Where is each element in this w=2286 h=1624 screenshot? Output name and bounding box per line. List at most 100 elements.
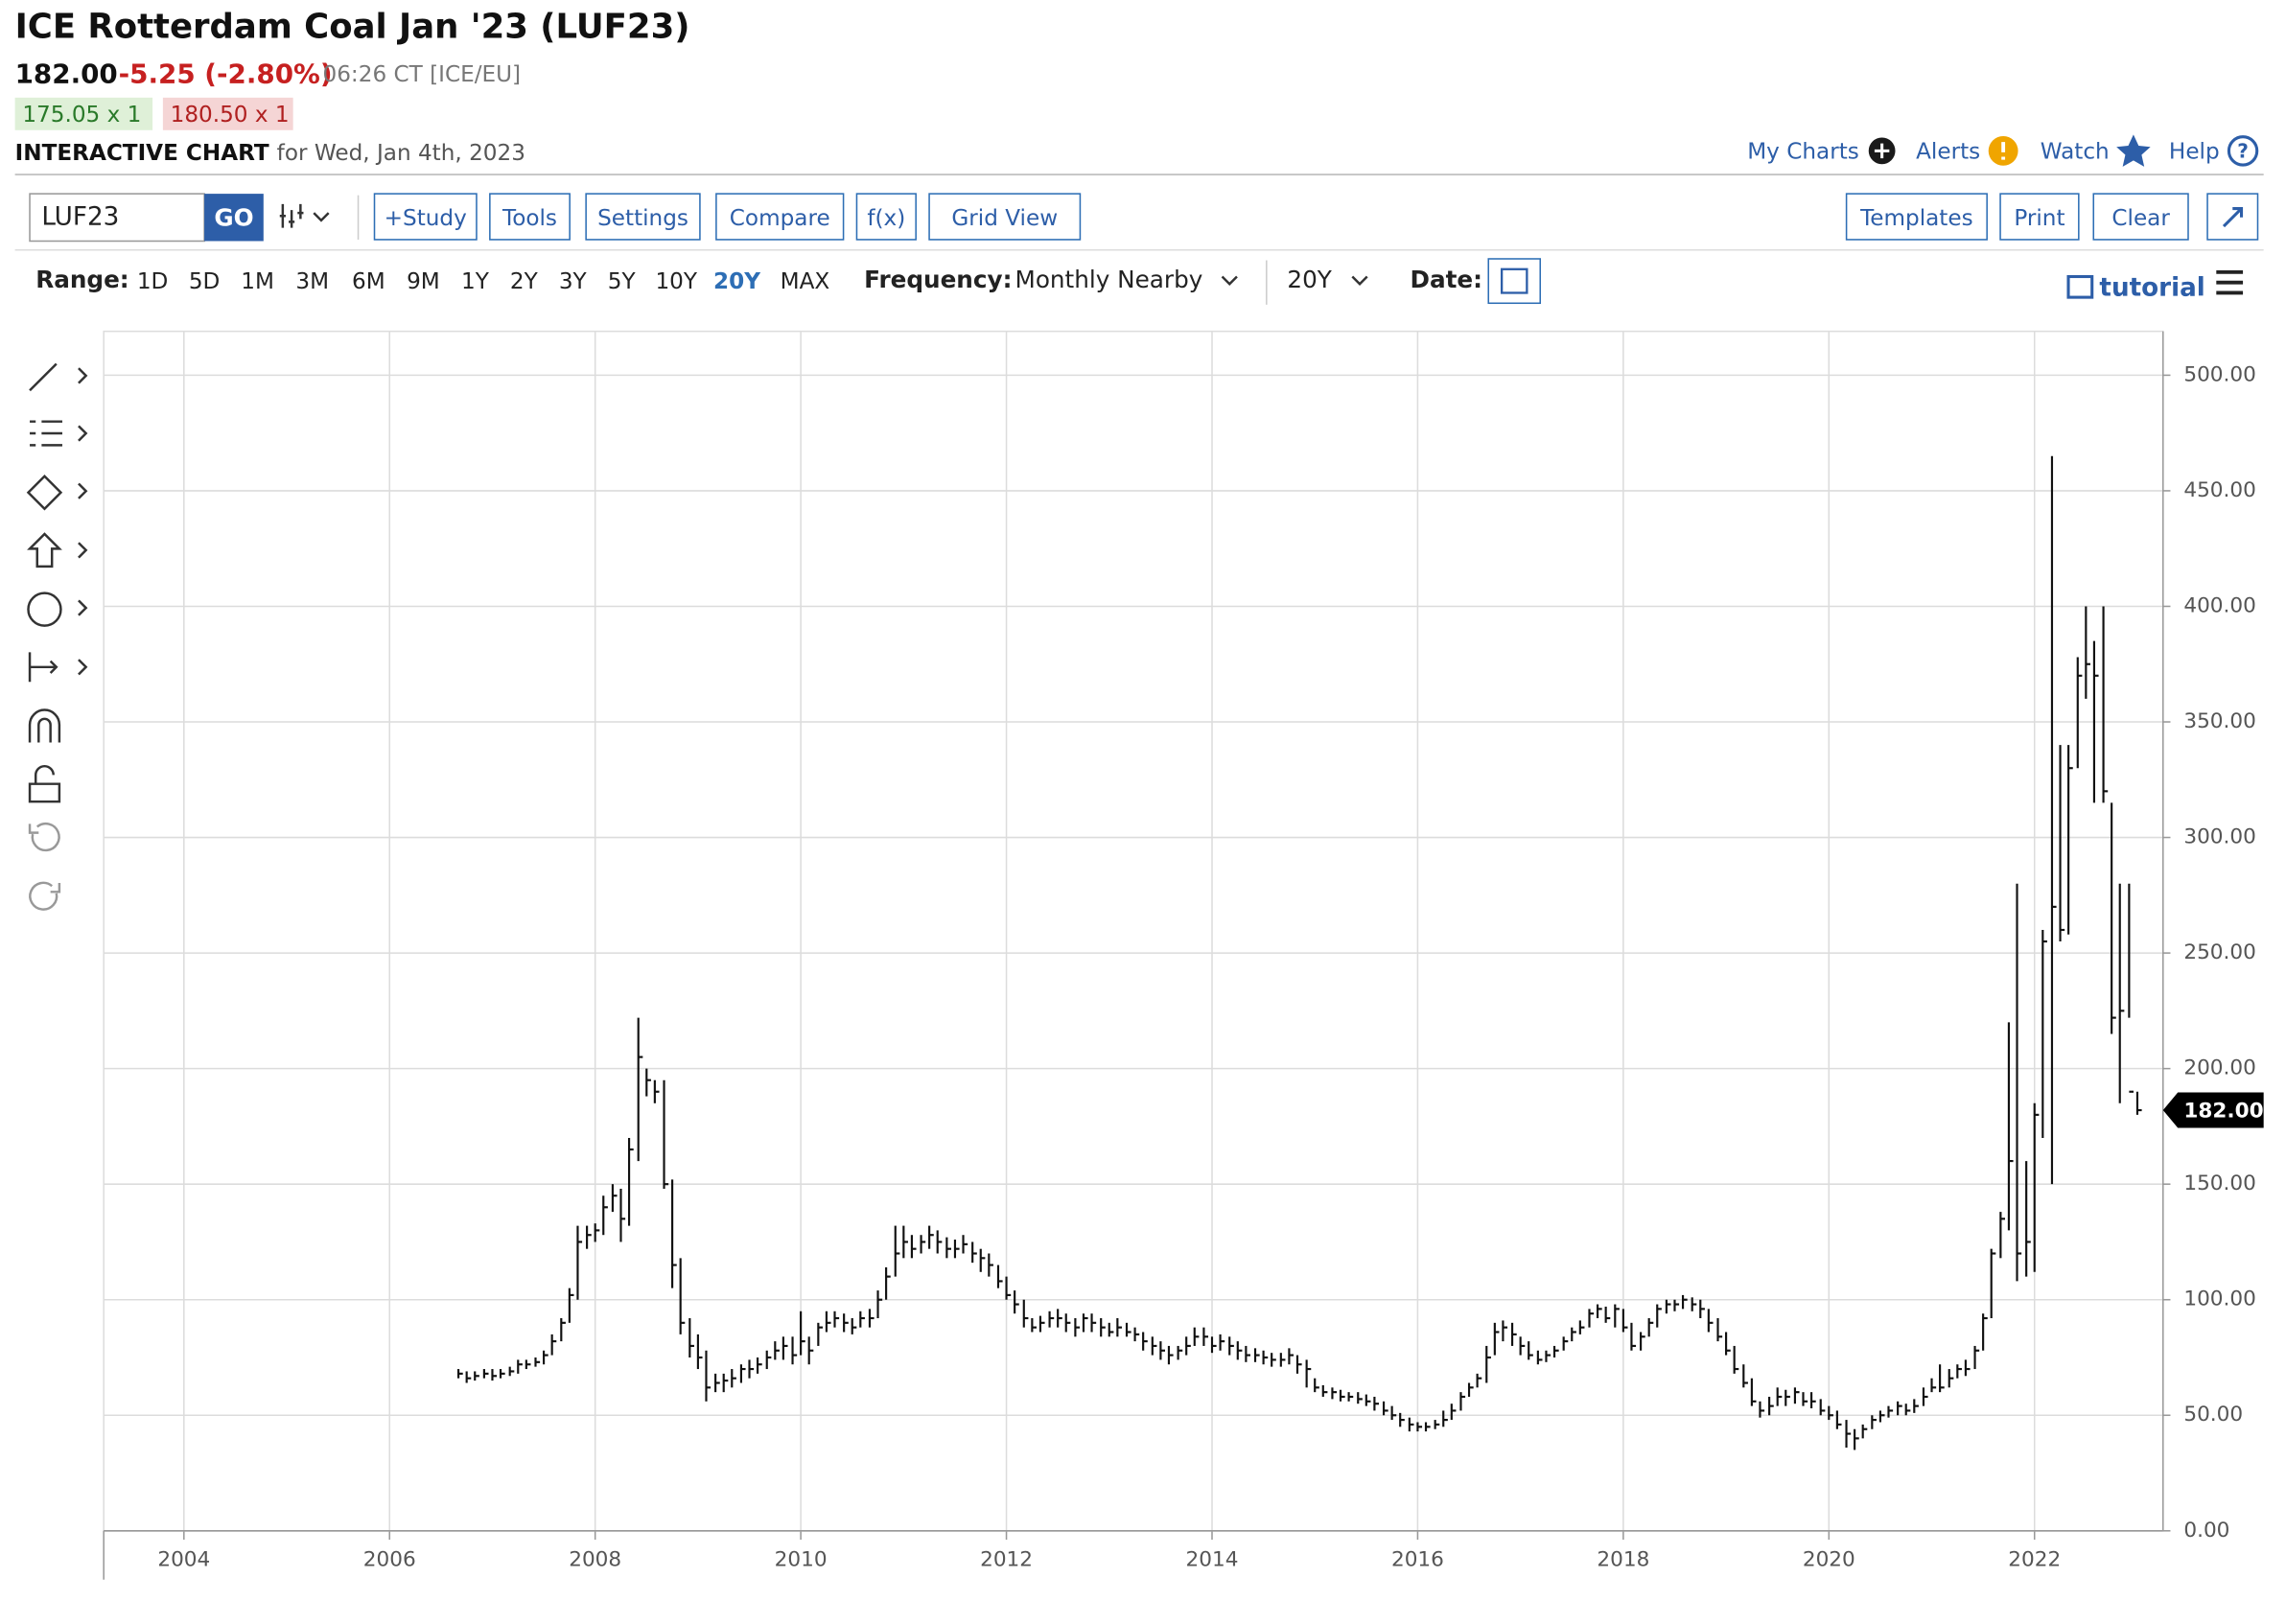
- my-charts-link[interactable]: My Charts: [1747, 139, 1859, 164]
- tool-icon[interactable]: [27, 532, 62, 568]
- expand-button[interactable]: [2206, 193, 2259, 241]
- range-option[interactable]: 20Y: [713, 269, 760, 294]
- tool-icon[interactable]: [28, 708, 61, 743]
- button-frame[interactable]: [585, 193, 701, 241]
- help-link[interactable]: Help: [2169, 139, 2220, 164]
- alerts-link[interactable]: Alerts: [1916, 139, 1980, 164]
- y-tick-label: 250.00: [2183, 940, 2256, 964]
- button-frame[interactable]: [855, 193, 917, 241]
- button-label[interactable]: f(x): [867, 206, 905, 231]
- star-icon[interactable]: [2116, 134, 2151, 167]
- range-option[interactable]: 3Y: [559, 269, 588, 294]
- button-label[interactable]: Templates: [1859, 206, 1973, 231]
- tool-icon[interactable]: [28, 652, 58, 683]
- button-frame[interactable]: [1845, 193, 1988, 241]
- bid-box: [14, 97, 153, 130]
- button-label[interactable]: Print: [2014, 206, 2064, 231]
- y-tick-label: 0.00: [2183, 1519, 2229, 1543]
- range-option[interactable]: MAX: [781, 269, 830, 294]
- button-label[interactable]: Clear: [2111, 206, 2170, 231]
- range-option[interactable]: 5D: [189, 269, 221, 294]
- button-frame[interactable]: [2092, 193, 2189, 241]
- tutorial-icon[interactable]: [2066, 274, 2094, 299]
- frequency-value[interactable]: Monthly Nearby: [1015, 266, 1203, 293]
- date-button[interactable]: [1487, 258, 1542, 305]
- button-frame[interactable]: [928, 193, 1082, 241]
- tool-icon[interactable]: [27, 592, 62, 627]
- toolbar-button[interactable]: f(x): [855, 193, 917, 241]
- tutorial-link[interactable]: tutorial: [2099, 273, 2204, 302]
- date-label: Date:: [1410, 266, 1482, 293]
- plot-area: [103, 330, 2164, 1532]
- range-option[interactable]: 6M: [352, 269, 385, 294]
- y-tick-label: 450.00: [2183, 478, 2256, 502]
- range-option[interactable]: 1Y: [461, 269, 490, 294]
- tool-icon[interactable]: [30, 420, 62, 447]
- range-option[interactable]: 2Y: [510, 269, 539, 294]
- button-label[interactable]: Compare: [730, 206, 830, 231]
- period-value[interactable]: 20Y: [1287, 266, 1332, 293]
- y-tick-label: 400.00: [2183, 593, 2256, 617]
- x-tick-label: 2014: [1186, 1548, 1239, 1572]
- toolbar-button[interactable]: Tools: [489, 193, 571, 241]
- y-tick-label: 150.00: [2183, 1172, 2256, 1195]
- title: ICE Rotterdam Coal Jan '23 (LUF23): [15, 7, 690, 46]
- ask-box: [162, 97, 293, 130]
- toolbar-button[interactable]: Grid View: [928, 193, 1082, 241]
- change: -5.25 (-2.80%): [119, 58, 333, 90]
- x-tick-label: 2016: [1391, 1548, 1444, 1572]
- x-tick-label: 2022: [2008, 1548, 2061, 1572]
- range-option[interactable]: 5Y: [608, 269, 637, 294]
- toolbar-button[interactable]: +Study: [373, 193, 478, 241]
- toolbar-button[interactable]: Print: [1999, 193, 2080, 241]
- tool-icon[interactable]: [28, 764, 61, 803]
- frequency-label: Frequency:: [864, 266, 1012, 293]
- x-tick-label: 2018: [1597, 1548, 1649, 1572]
- chart: 2004 2006 2008 2010 2012 2014 2016 2018 2020 2022…: [103, 330, 2264, 1580]
- y-tick-label: 100.00: [2183, 1288, 2256, 1311]
- last-price-tag: [2162, 1092, 2264, 1128]
- tool-icon[interactable]: [26, 475, 63, 511]
- toolbar-button[interactable]: Templates: [1845, 193, 1988, 241]
- help-icon[interactable]: [2227, 135, 2259, 167]
- bar-type-icon[interactable]: [279, 203, 330, 228]
- x-tick-label: 2006: [363, 1548, 416, 1572]
- ask: 180.50 x 1: [171, 103, 290, 128]
- range-option[interactable]: 9M: [407, 269, 440, 294]
- help-mark: ?: [2237, 139, 2249, 162]
- toolbar-button[interactable]: Clear: [2092, 193, 2189, 241]
- symbol-text: LUF23: [41, 202, 119, 231]
- button-label[interactable]: Tools: [502, 206, 557, 231]
- drawing-tools: [26, 362, 88, 911]
- y-tick-label: 300.00: [2183, 825, 2256, 849]
- range-option[interactable]: 3M: [295, 269, 329, 294]
- last-price: 182.00: [15, 58, 118, 90]
- tool-icon[interactable]: [29, 881, 61, 911]
- go-button[interactable]: [204, 194, 264, 242]
- button-label[interactable]: +Study: [385, 206, 467, 231]
- last-price-tag-label: 182.00: [2183, 1100, 2263, 1124]
- button-frame[interactable]: [715, 193, 845, 241]
- x-tick-label: 2008: [569, 1548, 621, 1572]
- button-frame[interactable]: [1999, 193, 2080, 241]
- chevron: [1351, 275, 1368, 286]
- x-tick-label: 2012: [980, 1548, 1033, 1572]
- tool-icon[interactable]: [29, 362, 58, 392]
- watch-link[interactable]: Watch: [2041, 139, 2110, 164]
- y-tick-label: 500.00: [2183, 362, 2256, 386]
- range-option[interactable]: 1D: [137, 269, 169, 294]
- tool-icon[interactable]: [28, 822, 60, 852]
- toolbar-button[interactable]: Settings: [585, 193, 701, 241]
- range-option[interactable]: 1M: [241, 269, 274, 294]
- symbol-input[interactable]: [29, 193, 205, 243]
- toolbar-button[interactable]: Compare: [715, 193, 845, 241]
- button-frame[interactable]: [373, 193, 478, 241]
- go-label: GO: [214, 203, 253, 231]
- range-option[interactable]: 10Y: [655, 269, 697, 294]
- button-label[interactable]: Grid View: [951, 206, 1058, 231]
- chart-date: for Wed, Jan 4th, 2023: [277, 141, 525, 166]
- button-frame[interactable]: [489, 193, 571, 241]
- button-label[interactable]: Settings: [597, 206, 688, 231]
- menu-icon[interactable]: [2216, 269, 2244, 295]
